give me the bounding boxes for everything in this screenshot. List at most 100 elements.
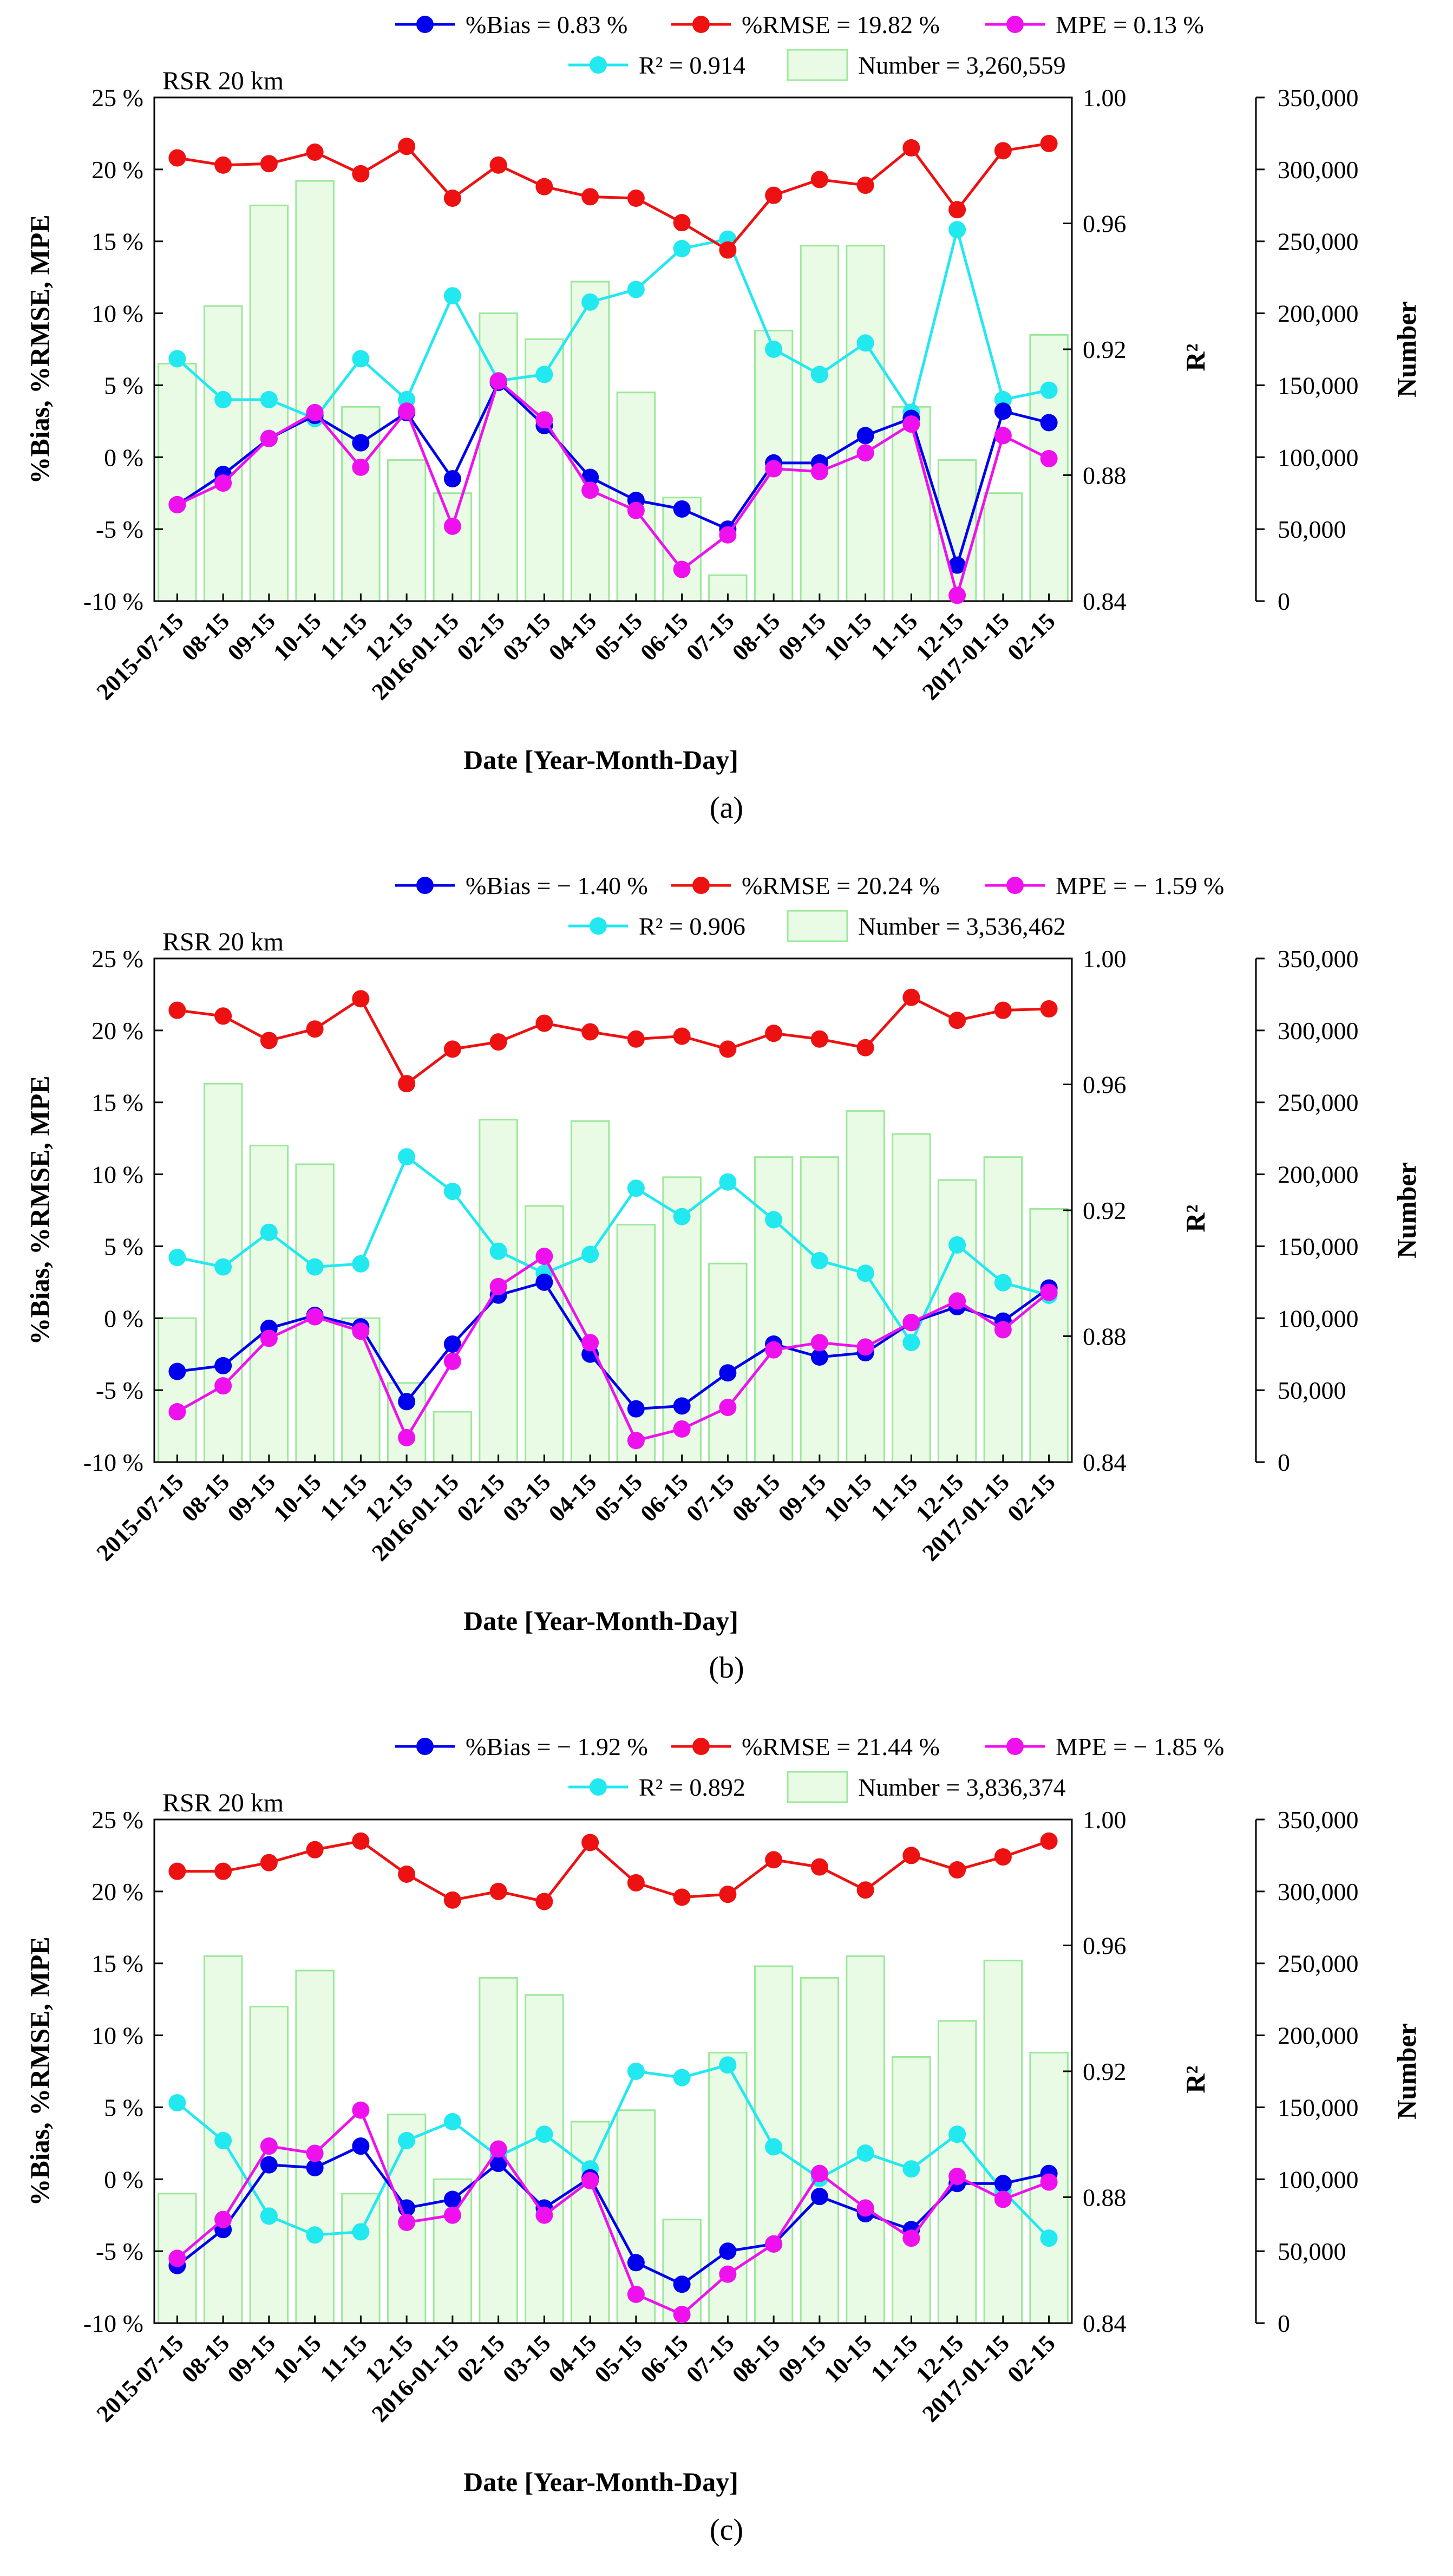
r2-point	[260, 2207, 278, 2225]
x-tick-label: 06-15	[635, 2330, 693, 2388]
rmse-point	[306, 1020, 324, 1038]
left-tick-label: -5 %	[96, 1377, 143, 1404]
left-tick-label: 25 %	[91, 84, 143, 112]
bias-point	[673, 1397, 691, 1415]
rmse-point	[902, 1847, 920, 1864]
rmse-point	[352, 165, 370, 182]
number-bar	[800, 245, 840, 602]
number-tick-label: 200,000	[1278, 2022, 1359, 2050]
legend-bias-label: %Bias = 0.83 %	[466, 11, 627, 38]
mpe-point	[260, 1329, 278, 1347]
r2-point	[719, 2056, 737, 2074]
legend-rmse-marker	[692, 877, 710, 894]
r2-point	[627, 281, 645, 298]
r2-point	[765, 1211, 783, 1229]
mpe-point	[398, 1429, 416, 1446]
legend-r2-label: R² = 0.914	[639, 51, 745, 79]
left-tick-label: 5 %	[104, 2094, 143, 2121]
mpe-point	[535, 411, 553, 429]
r2-tick-label: 1.00	[1083, 84, 1127, 112]
r2-tick-label: 0.92	[1083, 1197, 1127, 1224]
x-tick-label: 07-15	[681, 2330, 739, 2388]
mpe-point	[306, 403, 324, 421]
r2-point	[673, 240, 691, 257]
rmse-point	[994, 142, 1012, 160]
number-bar	[846, 245, 885, 602]
x-tick-label: 08-15	[727, 608, 785, 666]
x-tick-label: 08-15	[727, 1469, 785, 1527]
bias-point	[673, 500, 691, 518]
x-tick-label: 03-15	[498, 608, 555, 666]
number-tick-label: 200,000	[1278, 1161, 1359, 1189]
bias-point	[810, 1348, 828, 1366]
r2-point	[306, 2226, 324, 2244]
r2-point	[1040, 2229, 1058, 2247]
number-tick-label: 100,000	[1278, 1305, 1359, 1332]
x-tick-label: 02-15	[451, 608, 509, 666]
r2-point	[398, 2131, 416, 2149]
r2-point	[810, 1252, 828, 1269]
number-bar	[937, 459, 977, 602]
left-tick-label: 20 %	[91, 156, 143, 184]
left-tick-label: -5 %	[96, 516, 143, 543]
number-tick-label: 300,000	[1278, 1017, 1359, 1045]
r2-point	[673, 2069, 691, 2086]
legend-mpe-marker	[1006, 877, 1024, 894]
mpe-point	[673, 560, 691, 578]
x-tick-label: 03-15	[498, 1469, 555, 1527]
legend-r2-label: R² = 0.906	[639, 912, 745, 940]
mpe-point	[627, 501, 645, 519]
bias-point	[352, 2137, 370, 2155]
r2-point	[214, 1258, 232, 1276]
number-tick-label: 150,000	[1278, 1232, 1359, 1260]
plot-frame	[153, 96, 1073, 602]
legend-number-swatch	[787, 49, 848, 81]
r2-point	[443, 1183, 461, 1201]
bias-point	[260, 2156, 278, 2174]
r2-point	[398, 1148, 416, 1166]
number-tick-label: 50,000	[1278, 516, 1346, 543]
number-bar	[570, 2121, 610, 2324]
bias-point	[214, 1357, 232, 1374]
legend-number-label: Number = 3,536,462	[858, 912, 1066, 940]
r2-point	[627, 1179, 645, 1197]
rmse-point	[581, 188, 599, 206]
bias-point	[719, 1364, 737, 1382]
rmse-point	[352, 990, 370, 1008]
r2-point	[856, 334, 874, 352]
x-tick-label: 11-15	[866, 608, 923, 665]
chart-b-svg: -10 % -5 % 0 % 5 % 10 % 15 % 20 % 25 % 0.84 0.88 0…	[24, 872, 1422, 1636]
number-bar	[800, 1156, 840, 1463]
x-tick-label: 2015-07-15	[91, 1469, 189, 1566]
mpe-point	[994, 2190, 1012, 2208]
left-axis-title: %Bias, %RMSE, MPE	[24, 1075, 55, 1345]
mpe-point	[1040, 2173, 1058, 2191]
rmse-point	[1040, 1832, 1058, 1850]
r2-point	[902, 2160, 920, 2178]
bias-point	[673, 2275, 691, 2293]
legend-number-swatch	[787, 910, 848, 942]
r2-point	[856, 2144, 874, 2162]
bias-point	[1040, 414, 1058, 432]
chart-panel-b: -10 % -5 % 0 % 5 % 10 % 15 % 20 % 25 % 0.84 0.88 0…	[0, 861, 1453, 1673]
r2-point	[810, 366, 828, 383]
x-tick-label: 05-15	[590, 1469, 647, 1527]
panel-annotation: RSR 20 km	[162, 928, 284, 956]
r2-point	[443, 287, 461, 305]
rmse-point	[673, 1027, 691, 1045]
number-bar	[983, 1959, 1023, 2324]
r2-point	[1040, 381, 1058, 399]
number-tick-label: 150,000	[1278, 371, 1359, 399]
legend-bias-label: %Bias = − 1.92 %	[466, 1733, 648, 1760]
r2-point	[168, 1249, 186, 1267]
legend-rmse-marker	[692, 16, 710, 33]
x-tick-label: 08-15	[727, 2330, 785, 2388]
mpe-point	[902, 1314, 920, 1332]
rmse-point	[948, 1012, 966, 1029]
r2-point	[627, 2063, 645, 2080]
rmse-point	[902, 139, 920, 156]
mpe-point	[352, 1322, 370, 1340]
x-tick-label: 11-15	[315, 1469, 372, 1526]
x-tick-label: 10-15	[268, 2330, 326, 2388]
x-tick-label: 05-15	[590, 608, 647, 666]
